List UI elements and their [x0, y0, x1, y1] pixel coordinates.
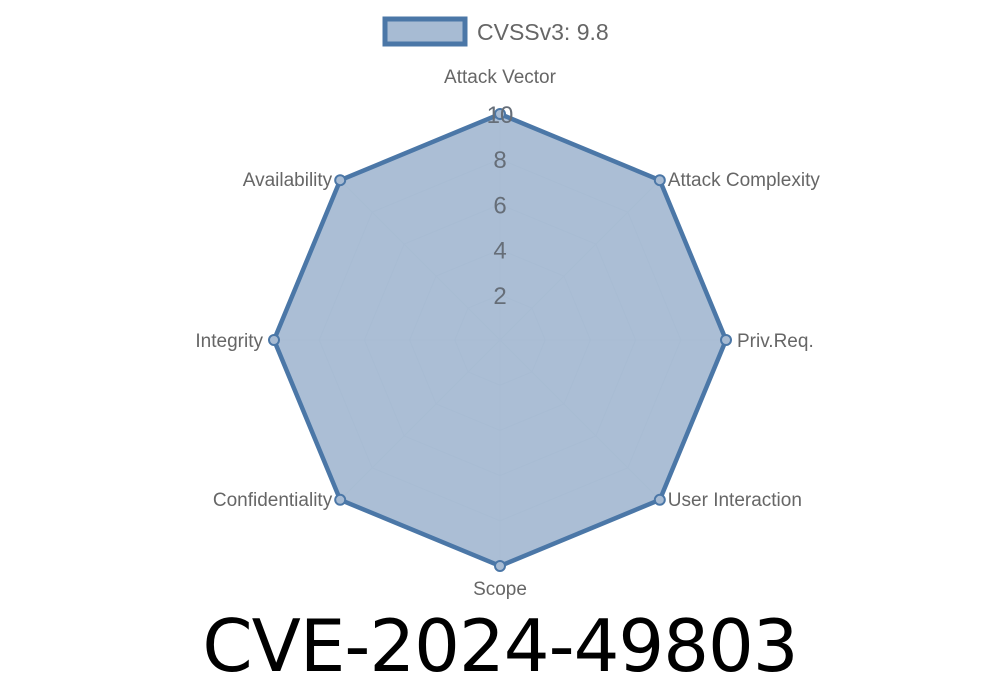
data-point — [653, 493, 666, 506]
cve-title: CVE-2024-49803 — [202, 604, 798, 688]
axis-label: Attack Vector — [444, 67, 557, 88]
axis-label: Confidentiality — [213, 490, 333, 511]
axis-label: Priv.Req. — [737, 331, 814, 352]
legend-label: CVSSv3: 9.8 — [477, 19, 609, 45]
tick-label: 2 — [493, 283, 506, 310]
axis-label: Integrity — [195, 331, 263, 352]
axis-label: Availability — [243, 170, 333, 191]
axis-label: Attack Complexity — [668, 170, 821, 191]
legend-swatch — [382, 16, 468, 47]
axis-label: Scope — [473, 579, 527, 600]
axis-label: User Interaction — [668, 490, 802, 511]
tick-label: 8 — [493, 147, 506, 174]
data-point — [268, 334, 280, 346]
tick-label: 4 — [493, 238, 506, 265]
data-point — [653, 174, 666, 187]
data-point — [494, 108, 506, 120]
data-point — [334, 493, 347, 506]
data-point — [334, 174, 347, 187]
data-point — [720, 334, 732, 346]
tick-label: 6 — [493, 192, 506, 219]
tick-label: 10 — [487, 102, 514, 129]
data-point — [494, 560, 506, 572]
